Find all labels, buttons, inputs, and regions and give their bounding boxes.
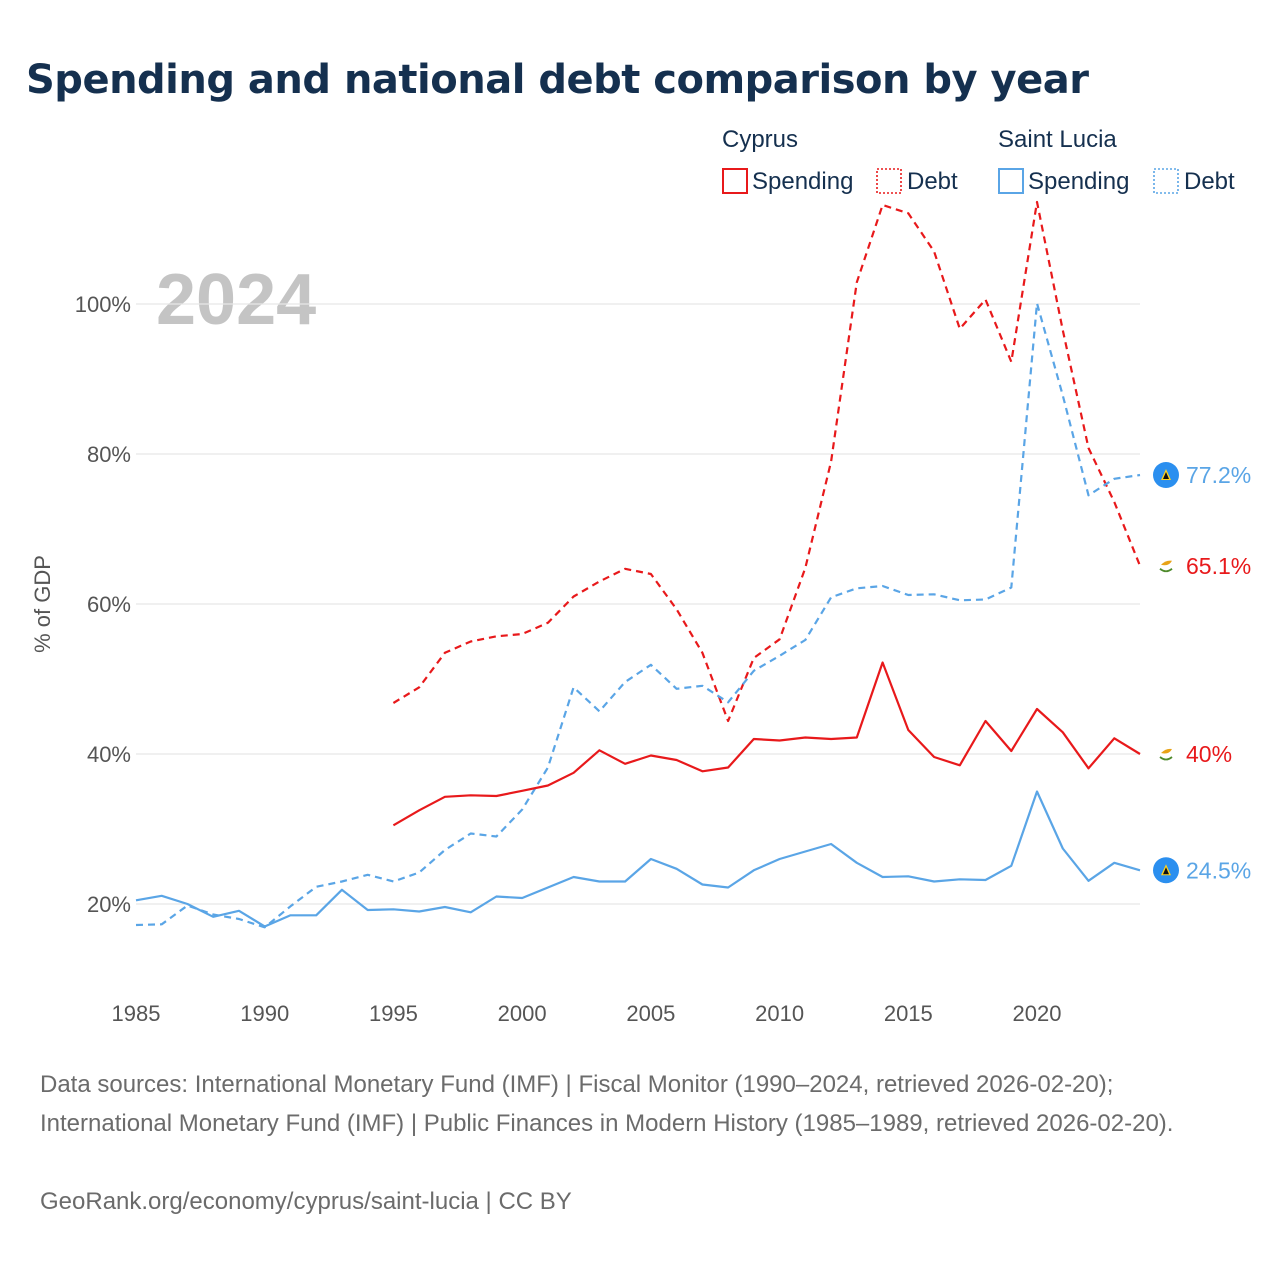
y-tick-label: 80% <box>87 442 131 467</box>
y-tick-label: 60% <box>87 592 131 617</box>
grid <box>136 303 1140 905</box>
legend-label: Spending <box>752 168 853 195</box>
y-tick-label: 40% <box>87 742 131 767</box>
series-line-cyprus-spending[interactable] <box>392 661 1141 827</box>
x-tick-label: 1985 <box>112 1001 161 1026</box>
legend-item-saint-lucia-spending[interactable]: Spending <box>998 168 1129 195</box>
y-axis-label: % of GDP <box>30 555 55 653</box>
flag-triangle-inner-icon <box>1163 472 1169 479</box>
y-axis-ticks: 20% 40% 60% 80% 100% <box>75 292 131 917</box>
x-tick-label: 2015 <box>884 1001 933 1026</box>
legend-group-saint-lucia: Saint Lucia <box>998 126 1117 153</box>
series-line-saint-lucia-spending[interactable] <box>135 790 1141 928</box>
legend-label: Debt <box>1184 168 1235 195</box>
y-tick-label: 20% <box>87 892 131 917</box>
x-tick-label: 2005 <box>626 1001 675 1026</box>
legend-item-cyprus-debt[interactable]: Debt <box>876 168 958 195</box>
footer-site[interactable]: GeoRank.org/economy/cyprus/saint-lucia |… <box>40 1188 572 1215</box>
legend-group-cyprus: Cyprus <box>722 126 798 153</box>
legend-item-saint-lucia-debt[interactable]: Debt <box>1153 168 1235 195</box>
end-label-cyprus-spending: 40% <box>1186 741 1232 767</box>
legend-label: Spending <box>1028 168 1129 195</box>
olive-branch-icon <box>1159 756 1173 761</box>
legend-swatch-dotted <box>1153 168 1179 194</box>
year-watermark: 2024 <box>156 260 316 340</box>
legend-item-cyprus-spending[interactable]: Spending <box>722 168 853 195</box>
end-label-cyprus-debt: 65.1% <box>1186 553 1251 579</box>
end-label-saint-lucia-spending: 24.5% <box>1186 857 1251 883</box>
series-line-saint-lucia-debt[interactable] <box>135 302 1141 929</box>
x-axis-ticks: 1985 1990 1995 2000 2005 2010 2015 2020 <box>112 1001 1062 1026</box>
series <box>135 200 1142 929</box>
cyprus-island-icon <box>1161 748 1172 754</box>
x-tick-label: 1995 <box>369 1001 418 1026</box>
legend: Cyprus Spending Debt Saint Lucia Spendin… <box>722 126 1235 195</box>
x-tick-label: 2020 <box>1013 1001 1062 1026</box>
olive-branch-icon <box>1159 568 1173 573</box>
legend-swatch-solid <box>722 168 748 194</box>
legend-swatch-dotted <box>876 168 902 194</box>
x-tick-label: 1990 <box>240 1001 289 1026</box>
x-tick-label: 2010 <box>755 1001 804 1026</box>
series-line-cyprus-debt[interactable] <box>392 200 1142 723</box>
end-label-saint-lucia-debt: 77.2% <box>1186 462 1251 488</box>
cyprus-island-icon <box>1161 560 1172 566</box>
flag-triangle-inner-icon <box>1163 867 1169 875</box>
y-tick-label: 100% <box>75 292 131 317</box>
chart-title: Spending and national debt comparison by… <box>26 57 1089 103</box>
chart: Spending and national debt comparison by… <box>26 57 1251 1026</box>
x-tick-label: 2000 <box>498 1001 547 1026</box>
footer-sources: Data sources: International Monetary Fun… <box>40 1071 1174 1137</box>
legend-label: Debt <box>907 168 958 195</box>
legend-swatch-solid <box>998 168 1024 194</box>
end-markers: 65.1% 77.2% 40% 24.5% <box>1153 462 1251 884</box>
